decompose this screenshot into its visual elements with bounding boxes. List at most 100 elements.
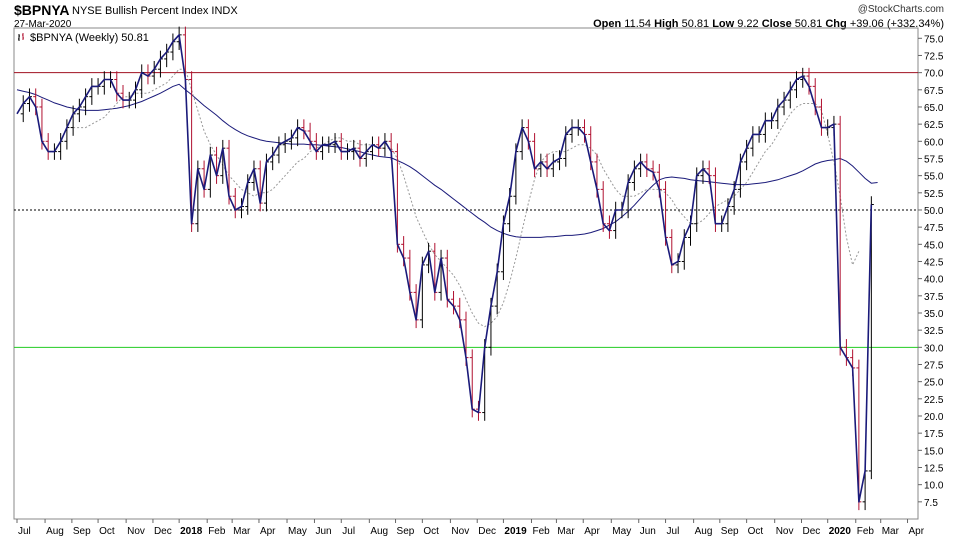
price-bar xyxy=(276,136,282,164)
x-tick-label: Feb xyxy=(532,526,550,537)
y-tick-label: 50.0 xyxy=(924,206,944,217)
y-tick-label: 55.0 xyxy=(924,172,944,183)
x-tick-label: 2019 xyxy=(504,526,527,537)
price-bar xyxy=(794,71,800,99)
price-bar xyxy=(631,160,637,191)
open-value: 11.54 xyxy=(624,18,652,30)
x-tick-label: Aug xyxy=(46,526,64,537)
y-tick-label: 70.0 xyxy=(924,69,944,80)
y-tick-label: 32.5 xyxy=(924,326,944,337)
x-tick-label: Feb xyxy=(857,526,875,537)
y-tick-label: 40.0 xyxy=(924,275,944,286)
y-tick-label: 35.0 xyxy=(924,309,944,320)
price-bar xyxy=(20,95,26,123)
price-bar xyxy=(89,78,95,105)
price-bar xyxy=(164,43,170,68)
price-bar xyxy=(157,50,163,78)
close-value: 50.81 xyxy=(794,18,823,30)
price-bar xyxy=(775,98,781,129)
price-bar xyxy=(363,143,369,167)
y-tick-label: 12.5 xyxy=(924,463,944,474)
y-tick-label: 27.5 xyxy=(924,360,944,371)
price-bar xyxy=(45,133,51,160)
price-bar xyxy=(170,33,176,61)
price-bar xyxy=(313,133,319,160)
high-label: High xyxy=(654,18,679,30)
x-tick-label: Oct xyxy=(423,526,439,537)
close-label: Close xyxy=(761,18,792,30)
x-tick-label: Nov xyxy=(451,526,469,537)
x-tick-label: Nov xyxy=(127,526,145,537)
x-tick-label: Jul xyxy=(18,526,31,537)
y-tick-label: 42.5 xyxy=(924,257,944,268)
y-tick-label: 72.5 xyxy=(924,51,944,62)
y-tick-label: 25.0 xyxy=(924,378,944,389)
y-tick-label: 10.0 xyxy=(924,481,944,492)
price-bar xyxy=(781,91,787,116)
y-tick-label: 67.5 xyxy=(924,86,944,97)
price-line-layer xyxy=(16,34,873,503)
price-bar xyxy=(369,136,375,160)
price-bar xyxy=(669,229,675,274)
x-tick-label: Apr xyxy=(909,526,925,537)
x-tick-label: Jul xyxy=(342,526,355,537)
y-tick-label: 20.0 xyxy=(924,412,944,423)
y-tick-label: 47.5 xyxy=(924,223,944,234)
ohlc-summary: Open 11.54 High 50.81 Low 9.22 Close 50.… xyxy=(593,18,944,30)
x-tick-label: Apr xyxy=(584,526,600,537)
price-bar xyxy=(519,119,525,160)
symbol-title[interactable]: $BPNYA xyxy=(14,2,70,18)
y-tick-label: 15.0 xyxy=(924,446,944,457)
y-tick-label: 62.5 xyxy=(924,120,944,131)
x-tick-label: Mar xyxy=(882,526,900,537)
x-tick-label: Apr xyxy=(260,526,276,537)
x-tick-label: Dec xyxy=(478,526,496,537)
price-bars xyxy=(20,26,874,511)
x-tick-label: Jul xyxy=(667,526,680,537)
y-tick-label: 17.5 xyxy=(924,429,944,440)
symbol-description: NYSE Bullish Percent Index INDX xyxy=(72,5,238,17)
price-bar xyxy=(638,153,644,178)
reference-lines xyxy=(14,72,918,348)
x-tick-label: Feb xyxy=(208,526,226,537)
x-tick-label: Sep xyxy=(73,526,91,537)
price-line xyxy=(16,34,873,503)
x-tick-label: Aug xyxy=(695,526,713,537)
price-bar xyxy=(232,188,238,219)
legend-icon xyxy=(18,33,24,41)
x-tick-label: Mar xyxy=(557,526,575,537)
x-tick-label: 2020 xyxy=(829,526,852,537)
y-tick-label: 57.5 xyxy=(924,154,944,165)
y-tick-label: 60.0 xyxy=(924,137,944,148)
y-tick-label: 65.0 xyxy=(924,103,944,114)
price-bar xyxy=(762,112,768,143)
open-label: Open xyxy=(593,18,622,30)
x-axis: Jul Aug Sep Oct Nov Dec 2018 Feb Mar Apr May Jun Jul… xyxy=(16,519,925,537)
price-bar xyxy=(532,133,538,178)
x-tick-label: 2018 xyxy=(180,526,203,537)
low-value: 9.22 xyxy=(737,18,759,30)
price-bar xyxy=(76,98,82,123)
chart-date: 27-Mar-2020 xyxy=(14,19,72,30)
x-tick-label: May xyxy=(288,526,307,537)
price-bar xyxy=(114,71,120,102)
x-tick-label: Jun xyxy=(640,526,656,537)
y-tick-label: 7.5 xyxy=(924,498,938,509)
price-bar xyxy=(750,126,756,157)
y-axis: 7.5 10.0 12.5 15.0 17.5 20.0 22.5 25.0 27.5 30.0 3… xyxy=(918,34,944,509)
price-bar xyxy=(101,71,107,95)
y-tick-label: 45.0 xyxy=(924,240,944,251)
price-bar xyxy=(338,133,344,160)
high-value: 50.81 xyxy=(681,18,710,30)
y-tick-label: 37.5 xyxy=(924,292,944,303)
copyright-text[interactable]: @StockCharts.com xyxy=(857,4,944,15)
price-bar xyxy=(700,160,706,184)
price-bar xyxy=(270,146,276,171)
x-tick-label: Sep xyxy=(397,526,415,537)
chg-value: +39.06 (+332.34%) xyxy=(849,18,944,30)
x-tick-label: Nov xyxy=(776,526,794,537)
chg-label: Chg xyxy=(825,18,847,30)
x-tick-label: Mar xyxy=(233,526,251,537)
x-tick-label: May xyxy=(612,526,631,537)
